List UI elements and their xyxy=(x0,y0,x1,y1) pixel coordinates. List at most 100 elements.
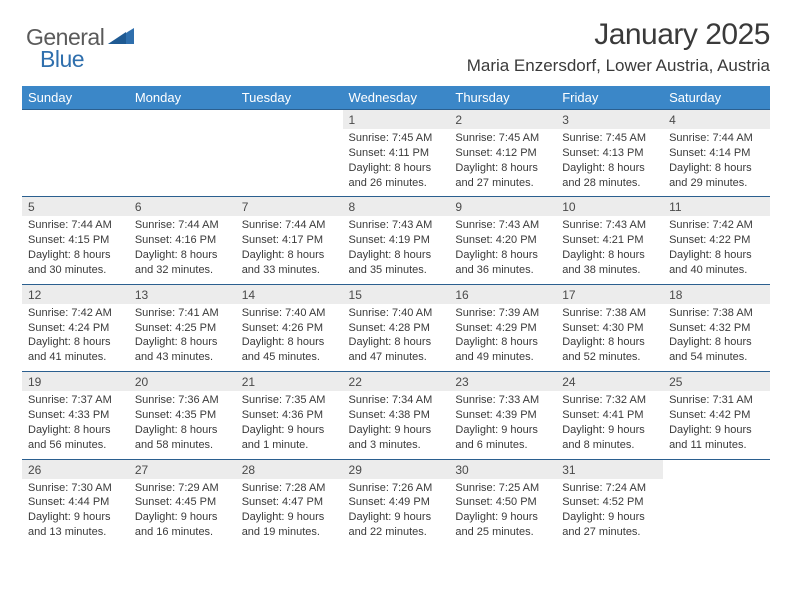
day-number-cell: 1 xyxy=(343,110,450,130)
day-number-cell: 6 xyxy=(129,197,236,217)
day-detail-cell: Sunrise: 7:44 AMSunset: 4:14 PMDaylight:… xyxy=(663,129,770,197)
day-detail-cell: Sunrise: 7:45 AMSunset: 4:13 PMDaylight:… xyxy=(556,129,663,197)
daylight-text: Daylight: 9 hours and 16 minutes. xyxy=(135,510,230,540)
sunrise-text: Sunrise: 7:41 AM xyxy=(135,306,230,321)
sunset-text: Sunset: 4:32 PM xyxy=(669,321,764,336)
sunset-text: Sunset: 4:17 PM xyxy=(242,233,337,248)
brand-name-2-wrap: Blue xyxy=(40,46,84,73)
day-number-cell: 22 xyxy=(343,372,450,392)
daylight-text: Daylight: 8 hours and 41 minutes. xyxy=(28,335,123,365)
daylight-text: Daylight: 8 hours and 43 minutes. xyxy=(135,335,230,365)
sunrise-text: Sunrise: 7:26 AM xyxy=(349,481,444,496)
day-detail-cell: Sunrise: 7:32 AMSunset: 4:41 PMDaylight:… xyxy=(556,391,663,459)
day-number-cell: 7 xyxy=(236,197,343,217)
daynum-row: 1234 xyxy=(22,110,770,130)
sunset-text: Sunset: 4:16 PM xyxy=(135,233,230,248)
calendar-body: 1234Sunrise: 7:45 AMSunset: 4:11 PMDayli… xyxy=(22,110,770,546)
day-number-cell xyxy=(22,110,129,130)
daylight-text: Daylight: 8 hours and 26 minutes. xyxy=(349,161,444,191)
sunset-text: Sunset: 4:47 PM xyxy=(242,495,337,510)
brand-triangle-icon xyxy=(108,26,134,49)
sunrise-text: Sunrise: 7:40 AM xyxy=(242,306,337,321)
sunrise-text: Sunrise: 7:44 AM xyxy=(669,131,764,146)
daynum-row: 12131415161718 xyxy=(22,284,770,304)
day-number-cell: 24 xyxy=(556,372,663,392)
day-number-cell: 14 xyxy=(236,284,343,304)
sunrise-text: Sunrise: 7:36 AM xyxy=(135,393,230,408)
daylight-text: Daylight: 8 hours and 58 minutes. xyxy=(135,423,230,453)
daylight-text: Daylight: 9 hours and 6 minutes. xyxy=(455,423,550,453)
page-subtitle: Maria Enzersdorf, Lower Austria, Austria xyxy=(22,56,770,76)
sunset-text: Sunset: 4:33 PM xyxy=(28,408,123,423)
day-detail-cell: Sunrise: 7:44 AMSunset: 4:17 PMDaylight:… xyxy=(236,216,343,284)
sunrise-text: Sunrise: 7:28 AM xyxy=(242,481,337,496)
weekday-header: Sunday xyxy=(22,86,129,110)
daylight-text: Daylight: 8 hours and 35 minutes. xyxy=(349,248,444,278)
sunset-text: Sunset: 4:15 PM xyxy=(28,233,123,248)
daylight-text: Daylight: 8 hours and 29 minutes. xyxy=(669,161,764,191)
sunset-text: Sunset: 4:14 PM xyxy=(669,146,764,161)
day-number-cell: 12 xyxy=(22,284,129,304)
detail-row: Sunrise: 7:37 AMSunset: 4:33 PMDaylight:… xyxy=(22,391,770,459)
daynum-row: 19202122232425 xyxy=(22,372,770,392)
day-detail-cell: Sunrise: 7:41 AMSunset: 4:25 PMDaylight:… xyxy=(129,304,236,372)
sunset-text: Sunset: 4:50 PM xyxy=(455,495,550,510)
sunset-text: Sunset: 4:21 PM xyxy=(562,233,657,248)
day-detail-cell xyxy=(236,129,343,197)
sunrise-text: Sunrise: 7:32 AM xyxy=(562,393,657,408)
sunrise-text: Sunrise: 7:42 AM xyxy=(669,218,764,233)
sunset-text: Sunset: 4:24 PM xyxy=(28,321,123,336)
sunset-text: Sunset: 4:35 PM xyxy=(135,408,230,423)
sunset-text: Sunset: 4:45 PM xyxy=(135,495,230,510)
sunset-text: Sunset: 4:42 PM xyxy=(669,408,764,423)
daylight-text: Daylight: 9 hours and 25 minutes. xyxy=(455,510,550,540)
day-number-cell: 30 xyxy=(449,459,556,479)
daylight-text: Daylight: 8 hours and 32 minutes. xyxy=(135,248,230,278)
day-number-cell: 23 xyxy=(449,372,556,392)
day-detail-cell: Sunrise: 7:43 AMSunset: 4:21 PMDaylight:… xyxy=(556,216,663,284)
sunset-text: Sunset: 4:28 PM xyxy=(349,321,444,336)
day-detail-cell: Sunrise: 7:33 AMSunset: 4:39 PMDaylight:… xyxy=(449,391,556,459)
day-detail-cell: Sunrise: 7:39 AMSunset: 4:29 PMDaylight:… xyxy=(449,304,556,372)
day-detail-cell: Sunrise: 7:43 AMSunset: 4:19 PMDaylight:… xyxy=(343,216,450,284)
brand-name-2: Blue xyxy=(40,46,84,72)
sunrise-text: Sunrise: 7:45 AM xyxy=(349,131,444,146)
sunrise-text: Sunrise: 7:31 AM xyxy=(669,393,764,408)
sunrise-text: Sunrise: 7:38 AM xyxy=(669,306,764,321)
day-detail-cell: Sunrise: 7:24 AMSunset: 4:52 PMDaylight:… xyxy=(556,479,663,546)
day-number-cell: 10 xyxy=(556,197,663,217)
sunrise-text: Sunrise: 7:45 AM xyxy=(455,131,550,146)
day-detail-cell: Sunrise: 7:44 AMSunset: 4:15 PMDaylight:… xyxy=(22,216,129,284)
day-detail-cell: Sunrise: 7:40 AMSunset: 4:28 PMDaylight:… xyxy=(343,304,450,372)
day-number-cell: 11 xyxy=(663,197,770,217)
weekday-header-row: Sunday Monday Tuesday Wednesday Thursday… xyxy=(22,86,770,110)
day-detail-cell xyxy=(663,479,770,546)
daylight-text: Daylight: 9 hours and 3 minutes. xyxy=(349,423,444,453)
sunset-text: Sunset: 4:22 PM xyxy=(669,233,764,248)
sunrise-text: Sunrise: 7:24 AM xyxy=(562,481,657,496)
day-number-cell: 13 xyxy=(129,284,236,304)
daylight-text: Daylight: 8 hours and 54 minutes. xyxy=(669,335,764,365)
day-number-cell xyxy=(663,459,770,479)
day-detail-cell xyxy=(129,129,236,197)
sunrise-text: Sunrise: 7:30 AM xyxy=(28,481,123,496)
daylight-text: Daylight: 8 hours and 49 minutes. xyxy=(455,335,550,365)
day-number-cell: 29 xyxy=(343,459,450,479)
daylight-text: Daylight: 8 hours and 36 minutes. xyxy=(455,248,550,278)
daylight-text: Daylight: 9 hours and 27 minutes. xyxy=(562,510,657,540)
sunrise-text: Sunrise: 7:45 AM xyxy=(562,131,657,146)
daylight-text: Daylight: 8 hours and 33 minutes. xyxy=(242,248,337,278)
sunset-text: Sunset: 4:11 PM xyxy=(349,146,444,161)
day-detail-cell xyxy=(22,129,129,197)
weekday-header: Thursday xyxy=(449,86,556,110)
daylight-text: Daylight: 8 hours and 47 minutes. xyxy=(349,335,444,365)
sunrise-text: Sunrise: 7:25 AM xyxy=(455,481,550,496)
day-number-cell: 26 xyxy=(22,459,129,479)
daylight-text: Daylight: 8 hours and 45 minutes. xyxy=(242,335,337,365)
day-detail-cell: Sunrise: 7:35 AMSunset: 4:36 PMDaylight:… xyxy=(236,391,343,459)
daylight-text: Daylight: 9 hours and 11 minutes. xyxy=(669,423,764,453)
detail-row: Sunrise: 7:30 AMSunset: 4:44 PMDaylight:… xyxy=(22,479,770,546)
sunrise-text: Sunrise: 7:34 AM xyxy=(349,393,444,408)
day-number-cell: 28 xyxy=(236,459,343,479)
day-number-cell: 31 xyxy=(556,459,663,479)
